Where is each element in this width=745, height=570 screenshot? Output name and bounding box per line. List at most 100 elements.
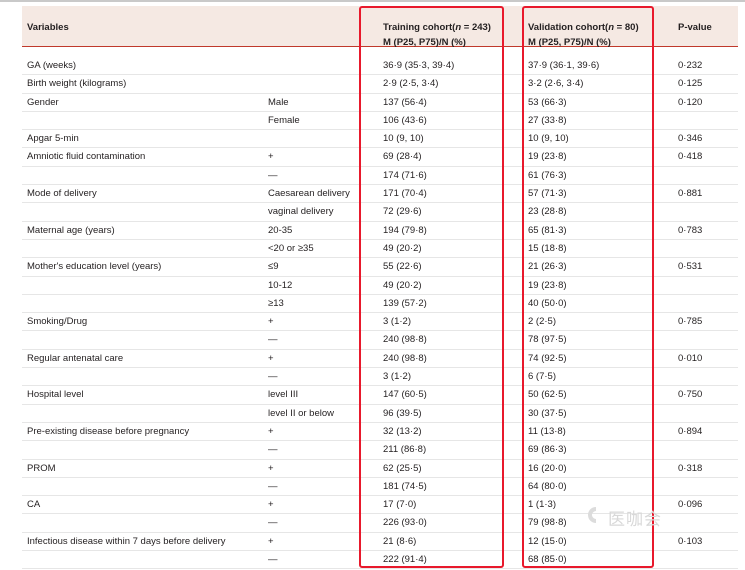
cell-training: 211 (86·8) (383, 444, 427, 456)
data-table: Variables Training cohort(n = 243) M (P2… (22, 6, 738, 570)
cell-variable: Mode of delivery (27, 188, 97, 200)
table-row: — 226 (93·0) 79 (98·8) (22, 514, 738, 533)
cell-category: — (268, 444, 278, 456)
cell-training: 240 (98·8) (383, 352, 427, 364)
cell-category: + (268, 151, 274, 163)
cell-validation: 78 (97·5) (528, 334, 567, 346)
table-row: Apgar 5-min 10 (9, 10) 10 (9, 10) 0·346 (22, 130, 738, 149)
cell-validation: 57 (71·3) (528, 188, 567, 200)
table-row: Amniotic fluid contamination +69 (28·4) 19… (22, 148, 738, 167)
cell-variable: CA (27, 499, 41, 511)
watermark-logo-icon (588, 507, 596, 523)
cell-training: 55 (22·6) (383, 261, 422, 273)
cell-training: 32 (13·2) (383, 425, 422, 437)
cell-training: 3 (1·2) (383, 371, 411, 383)
cell-category: + (268, 535, 274, 547)
table-row: Maternal age (years) 20-35 194 (79·8) 65 (8… (22, 222, 738, 240)
cell-training: 49 (20·2) (383, 279, 422, 291)
header-validation-suffix: = 80) (614, 22, 639, 33)
training-column-highlight (359, 6, 504, 568)
header-validation-cohort: Validation cohort(n = 80) M (P25, P75)/N… (528, 20, 639, 50)
cell-pvalue: 0·785 (678, 316, 703, 328)
cell-training: 10 (9, 10) (383, 133, 424, 145)
cell-variable: Maternal age (years) (27, 224, 115, 236)
table-row: — 240 (98·8) 78 (97·5) (22, 331, 738, 350)
header-training-stat: M (P25, P75)/N (%) (383, 37, 466, 48)
table-row: — 181 (74·5) 64 (80·0) (22, 478, 738, 497)
cell-training: 72 (29·6) (383, 206, 422, 218)
cell-validation: 53 (66·3) (528, 96, 567, 108)
watermark-text: 医咖会 (608, 510, 662, 530)
cell-category: 20-35 (268, 224, 293, 236)
cell-training: 226 (93·0) (383, 517, 427, 529)
cell-pvalue: 0·531 (678, 261, 703, 273)
table-row: — 3 (1·2) 6 (7·5) (22, 368, 738, 387)
cell-validation: 27 (33·8) (528, 114, 567, 126)
cell-validation: 65 (81·3) (528, 224, 567, 236)
cell-validation: 2 (2·5) (528, 316, 556, 328)
table-row: Regular antenatal care +240 (98·8) 74 (92·… (22, 350, 738, 369)
cell-category: 10-12 (268, 279, 293, 291)
cell-variable: Amniotic fluid contamination (27, 151, 146, 163)
cell-validation: 1 (1·3) (528, 499, 556, 511)
cell-category: Female (268, 114, 300, 126)
cell-training: 194 (79·8) (383, 224, 427, 236)
cell-validation: 69 (86·3) (528, 444, 567, 456)
table-row: Mode of delivery Caesarean delivery 171 (7… (22, 185, 738, 204)
table-row: CA +17 (7·0) 1 (1·3) 0·096 (22, 496, 738, 515)
cell-training: 139 (57·2) (383, 297, 427, 309)
cell-training: 181 (74·5) (383, 480, 427, 492)
cell-category: — (268, 334, 278, 346)
cell-validation: 37·9 (36·1, 39·6) (528, 60, 600, 71)
header-validation-prefix: Validation cohort( (528, 22, 609, 33)
cell-validation: 74 (92·5) (528, 352, 567, 364)
cell-training: 147 (60·5) (383, 389, 427, 401)
cell-category: + (268, 499, 274, 511)
cell-pvalue: 0·103 (678, 535, 703, 547)
cell-validation: 19 (23·8) (528, 279, 567, 291)
cell-category: + (268, 462, 274, 474)
header-variables: Variables (27, 22, 69, 33)
table-row: Smoking/Drug +3 (1·2) 2 (2·5) 0·785 (22, 313, 738, 332)
cell-variable: Regular antenatal care (27, 352, 124, 364)
cell-pvalue: 0·783 (678, 224, 703, 236)
cell-validation: 19 (23·8) (528, 151, 567, 163)
cell-variable: Hospital level (27, 389, 84, 401)
cell-category: level III (268, 389, 299, 401)
table-row: Hospital level level III 147 (60·5) 50 (62·… (22, 386, 738, 405)
cell-pvalue: 0·232 (678, 60, 703, 71)
cell-training: 106 (43·6) (383, 114, 427, 126)
cell-validation: 21 (26·3) (528, 261, 567, 273)
cell-validation: 15 (18·8) (528, 242, 567, 254)
cell-validation: 68 (85·0) (528, 554, 567, 566)
cell-training: 96 (39·5) (383, 407, 422, 419)
cell-training: 17 (7·0) (383, 499, 417, 511)
cell-training: 21 (8·6) (383, 535, 417, 547)
table-row: ≥13 139 (57·2) 40 (50·0) (22, 295, 738, 314)
cell-training: 240 (98·8) (383, 334, 427, 346)
cell-training: 36·9 (35·3, 39·4) (383, 60, 455, 71)
cell-category: ≥13 (268, 297, 284, 309)
cell-validation: 40 (50·0) (528, 297, 567, 309)
header-training-n: n (455, 22, 462, 33)
table-row: PROM +62 (25·5) 16 (20·0) 0·318 (22, 460, 738, 478)
cell-pvalue: 0·881 (678, 188, 703, 200)
cell-validation: 50 (62·5) (528, 389, 567, 401)
cell-category: ≤9 (268, 261, 279, 273)
cell-validation: 6 (7·5) (528, 371, 556, 383)
table-row: Birth weight (kilograms) 2·9 (2·5, 3·4) 3·… (22, 75, 738, 94)
cell-category: Male (268, 96, 289, 108)
cell-category: <20 or ≥35 (268, 242, 314, 254)
cell-category: level II or below (268, 407, 335, 419)
cell-training: 3 (1·2) (383, 316, 411, 328)
cell-training: 69 (28·4) (383, 151, 422, 163)
table-row: — 211 (86·8) 69 (86·3) (22, 441, 738, 460)
cell-variable: Smoking/Drug (27, 316, 88, 328)
table-row: vaginal delivery 72 (29·6) 23 (28·8) (22, 203, 738, 222)
cell-pvalue: 0·894 (678, 425, 703, 437)
validation-column-highlight (522, 6, 654, 568)
cell-pvalue: 0·418 (678, 151, 703, 163)
cell-variable: Birth weight (kilograms) (27, 78, 127, 90)
header-training-cohort: Training cohort(n = 243) M (P25, P75)/N … (383, 20, 491, 50)
cell-training: 174 (71·6) (383, 169, 427, 181)
